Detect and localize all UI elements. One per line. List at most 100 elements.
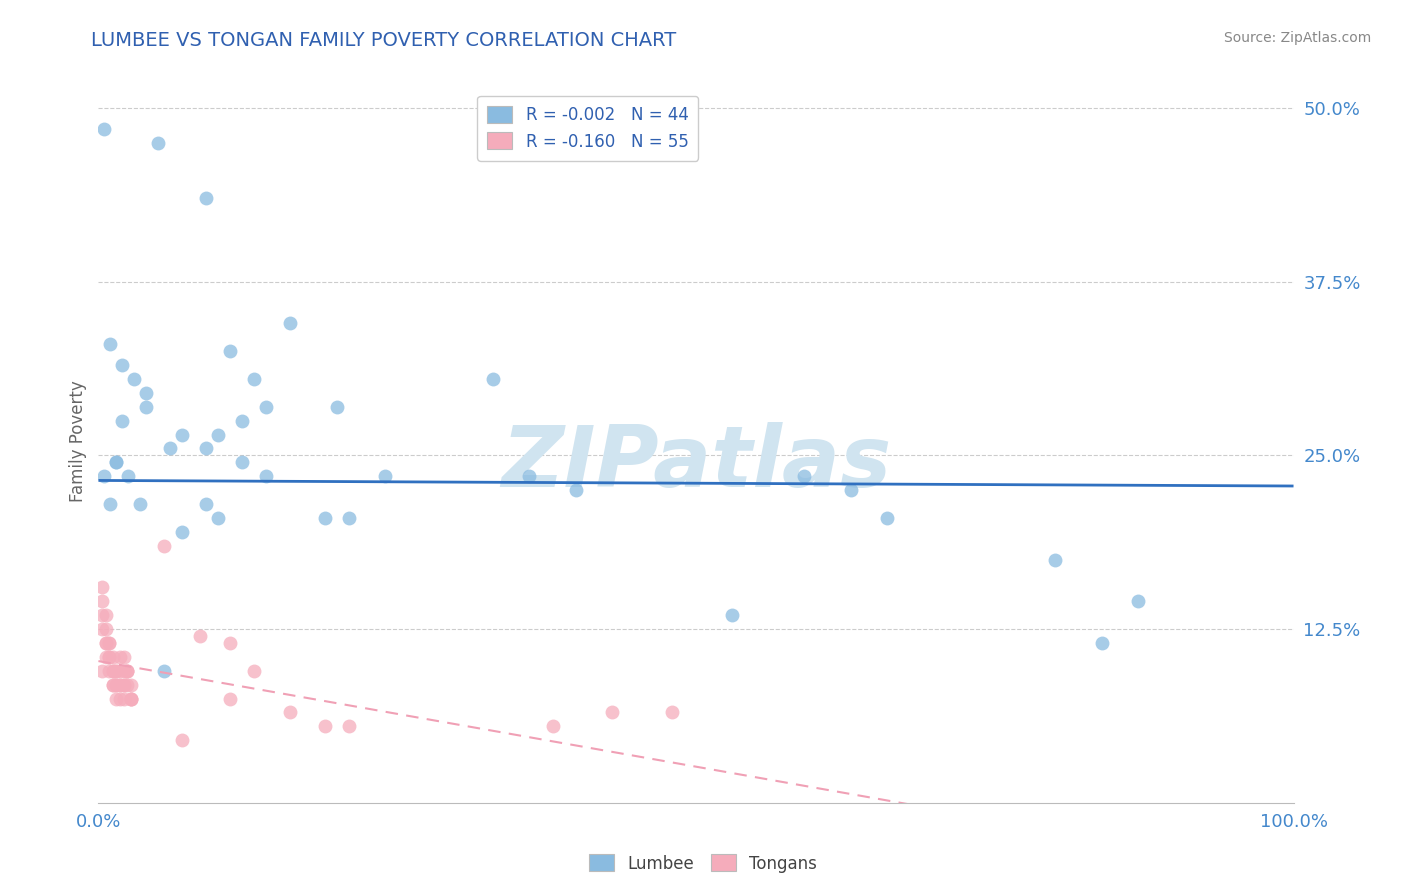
Point [793, 469, 815, 483]
Text: LUMBEE VS TONGAN FAMILY POVERTY CORRELATION CHART: LUMBEE VS TONGAN FAMILY POVERTY CORRELAT… [91, 31, 676, 50]
Point [120, 691, 142, 706]
Point [374, 469, 396, 483]
Legend: Lumbee, Tongans: Lumbee, Tongans [582, 847, 824, 880]
Point [108, 664, 131, 678]
Point [91, 581, 114, 595]
Point [108, 678, 131, 692]
Point [219, 344, 242, 359]
Point [207, 511, 229, 525]
Point [105, 678, 128, 692]
Point [105, 455, 128, 469]
Point [135, 385, 157, 400]
Point [124, 372, 146, 386]
Point [565, 483, 588, 498]
Point [98, 649, 121, 664]
Point [105, 664, 128, 678]
Point [278, 317, 301, 331]
Point [101, 664, 124, 678]
Point [108, 649, 131, 664]
Point [112, 691, 135, 706]
Point [207, 427, 229, 442]
Point [91, 622, 114, 636]
Point [135, 400, 157, 414]
Point [101, 678, 124, 692]
Point [91, 608, 114, 623]
Point [231, 414, 253, 428]
Point [172, 733, 194, 747]
Point [120, 678, 142, 692]
Point [115, 664, 138, 678]
Point [1043, 552, 1066, 566]
Point [111, 358, 134, 372]
Point [339, 719, 361, 733]
Point [105, 664, 128, 678]
Point [541, 719, 564, 733]
Point [93, 469, 115, 483]
Point [94, 649, 117, 664]
Legend: R = -0.002   N = 44, R = -0.160   N = 55: R = -0.002 N = 44, R = -0.160 N = 55 [477, 95, 699, 161]
Point [876, 511, 898, 525]
Point [101, 649, 124, 664]
Point [219, 636, 242, 650]
Point [159, 442, 181, 456]
Point [115, 664, 138, 678]
Point [105, 455, 128, 469]
Point [94, 622, 117, 636]
Point [195, 191, 218, 205]
Point [101, 664, 124, 678]
Point [129, 497, 152, 511]
Point [148, 136, 170, 150]
Point [98, 649, 121, 664]
Point [188, 629, 211, 643]
Point [94, 608, 117, 623]
Point [108, 691, 131, 706]
Point [841, 483, 863, 498]
Point [98, 497, 122, 511]
Point [94, 636, 117, 650]
Point [112, 664, 135, 678]
Point [231, 455, 253, 469]
Point [91, 664, 114, 678]
Point [1128, 594, 1150, 608]
Point [111, 414, 134, 428]
Point [112, 678, 135, 692]
Point [315, 511, 337, 525]
Point [721, 608, 744, 623]
Point [108, 678, 131, 692]
Point [172, 427, 194, 442]
Point [117, 469, 139, 483]
Point [243, 664, 266, 678]
Point [339, 511, 361, 525]
Point [1091, 636, 1114, 650]
Point [172, 524, 194, 539]
Point [219, 691, 242, 706]
Point [278, 706, 301, 720]
Point [115, 678, 138, 692]
Point [98, 664, 121, 678]
Point [98, 337, 122, 351]
Point [112, 649, 135, 664]
Point [602, 706, 624, 720]
Point [105, 678, 128, 692]
Text: Source: ZipAtlas.com: Source: ZipAtlas.com [1223, 31, 1371, 45]
Point [153, 664, 176, 678]
Point [98, 636, 121, 650]
Point [91, 594, 114, 608]
Point [195, 442, 218, 456]
Point [101, 678, 124, 692]
Y-axis label: Family Poverty: Family Poverty [69, 381, 87, 502]
Point [93, 122, 115, 136]
Point [315, 719, 337, 733]
Point [112, 678, 135, 692]
Point [115, 664, 138, 678]
Point [661, 706, 683, 720]
Point [195, 497, 218, 511]
Point [243, 372, 266, 386]
Point [326, 400, 349, 414]
Point [254, 469, 277, 483]
Point [98, 636, 121, 650]
Point [517, 469, 540, 483]
Point [120, 691, 142, 706]
Point [481, 372, 505, 386]
Point [94, 636, 117, 650]
